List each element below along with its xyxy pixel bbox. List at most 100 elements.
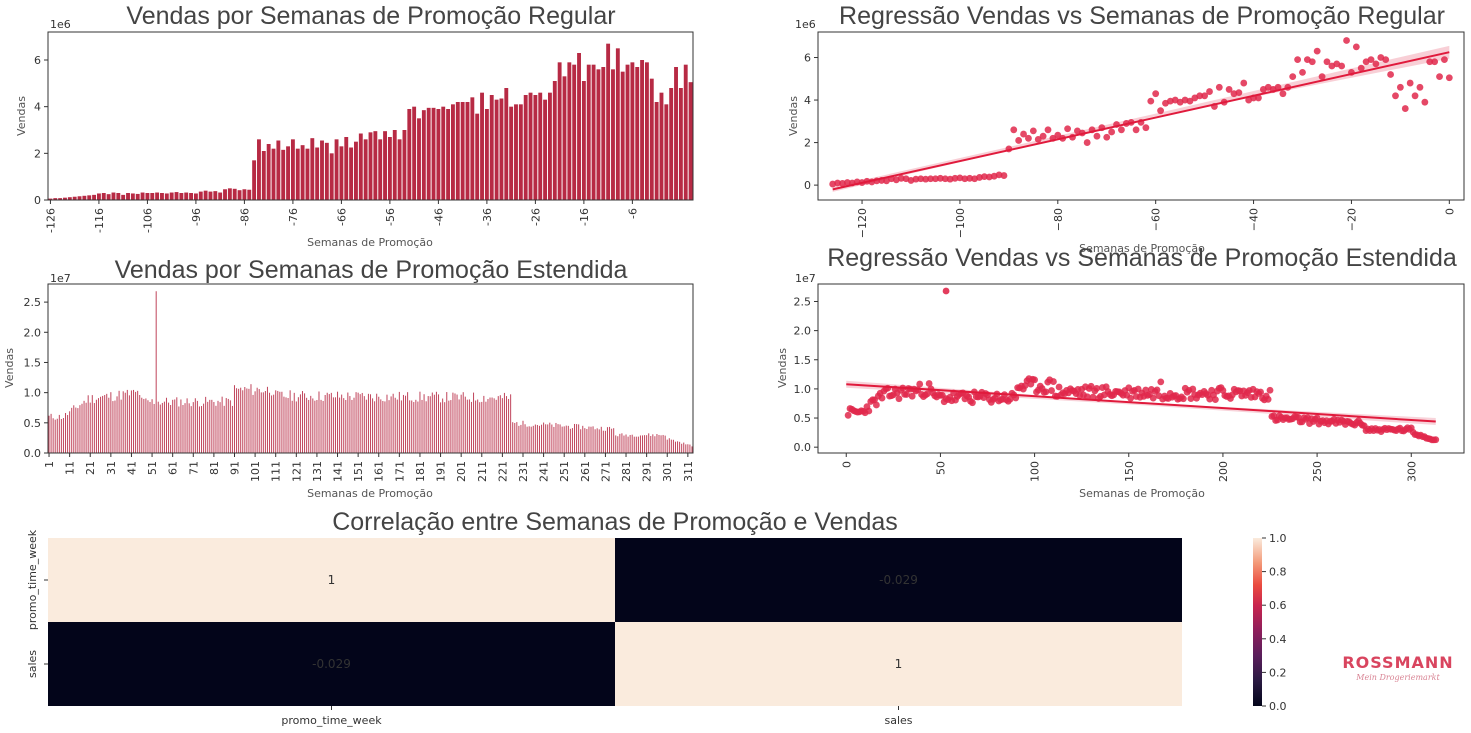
bar (387, 137, 392, 200)
bar-regular-ytick-label: 6 (34, 54, 41, 67)
bar (264, 391, 266, 453)
bar-regular-title: Vendas por Semanas de Promoção Regular (126, 2, 615, 30)
bar (668, 438, 670, 453)
bar (262, 392, 264, 453)
bar (431, 107, 436, 200)
bar (174, 192, 179, 200)
bar (446, 392, 448, 453)
bar (242, 189, 247, 200)
bar (281, 149, 286, 200)
bar (276, 140, 281, 200)
rossmann-logo: ROSSMANN Mein Drogeriemarkt (1342, 653, 1452, 682)
bar-extended-xtick-label: 291 (641, 461, 654, 482)
bar (339, 146, 344, 200)
bar (151, 399, 153, 453)
bar (436, 109, 441, 200)
bar (444, 402, 446, 453)
bar-extended-ytick-label: 1.5 (24, 356, 42, 369)
bar (625, 434, 627, 453)
colorbar-tick-label: 0.4 (1269, 633, 1287, 646)
bar-extended-ytick-label: 0.0 (24, 447, 42, 460)
bar (388, 400, 390, 453)
bar (324, 395, 326, 453)
bar (629, 434, 631, 453)
scatter-point (1299, 69, 1306, 76)
scatter-point (1189, 385, 1197, 393)
scatter-point (1048, 387, 1055, 394)
scatter-point (1343, 37, 1350, 44)
bar (143, 398, 145, 453)
bar (258, 389, 260, 453)
bar-extended-title: Vendas por Semanas de Promoção Estendida (115, 256, 628, 284)
bar-regular-xlabel: Semanas de Promoção (307, 236, 433, 249)
bar (161, 402, 163, 453)
bar (429, 396, 431, 453)
bar (266, 386, 268, 453)
bar (412, 106, 417, 200)
bar (157, 401, 159, 453)
bar (606, 43, 611, 200)
bar (475, 113, 480, 200)
bar (413, 402, 415, 453)
bar (648, 433, 650, 453)
scatter-point (1025, 134, 1032, 142)
bar (580, 429, 582, 453)
bar (594, 429, 596, 453)
bar (551, 424, 553, 453)
bar-extended-xtick-label: 311 (682, 461, 695, 482)
bar (112, 401, 114, 453)
bar-extended-xtick-label: 81 (208, 461, 221, 475)
scatter-point (1206, 88, 1213, 95)
bar (512, 422, 514, 453)
bar-regular-xtick-label: -46 (432, 208, 445, 226)
scatter-point (1108, 128, 1116, 136)
heatmap-row-label: sales (26, 650, 39, 678)
bar (63, 197, 67, 200)
scatter-point (865, 407, 873, 415)
bar (126, 389, 128, 453)
confidence-band (832, 45, 1450, 192)
scatter-point (1147, 97, 1155, 105)
scatter-point (1313, 47, 1321, 55)
regression-regular-xtick-label: −80 (1052, 208, 1065, 231)
bar (394, 397, 396, 453)
scatter-point (1000, 172, 1008, 179)
bar (192, 402, 194, 453)
bar-extended-xtick-label: 121 (290, 461, 303, 482)
bar (368, 132, 373, 200)
bar (633, 436, 635, 453)
bar (304, 393, 306, 453)
bar (567, 425, 569, 453)
scatter-point (1406, 79, 1414, 87)
bar (95, 399, 97, 453)
bar (106, 393, 108, 453)
bar (83, 400, 85, 453)
bar (433, 394, 435, 453)
bar (261, 151, 266, 200)
heatmap-colorbar (1253, 538, 1262, 706)
bar (435, 391, 437, 453)
regression-line (846, 383, 1436, 423)
bar (534, 424, 536, 453)
bar (116, 193, 121, 200)
bar-regular-offset-label: 1e6 (50, 18, 71, 31)
scatter-point (917, 175, 925, 183)
bar (426, 107, 431, 200)
bar (285, 397, 287, 453)
bar (440, 402, 442, 453)
bar-regular-xtick-label: -56 (384, 208, 397, 226)
bar (101, 193, 106, 200)
bar (306, 397, 308, 453)
bar (480, 92, 484, 200)
bar (128, 395, 130, 453)
bar (538, 92, 543, 200)
bar (533, 95, 538, 200)
scatter-point (1279, 90, 1287, 98)
scatter-point (1431, 58, 1439, 66)
scatter-point (1029, 127, 1037, 135)
regression-regular-ytick-label: 6 (804, 52, 811, 65)
scatter-point (1152, 90, 1160, 98)
bar (456, 394, 458, 453)
regression-extended-ytick-label: 1.0 (794, 383, 812, 396)
bar-extended-xtick-label: 111 (270, 461, 283, 482)
